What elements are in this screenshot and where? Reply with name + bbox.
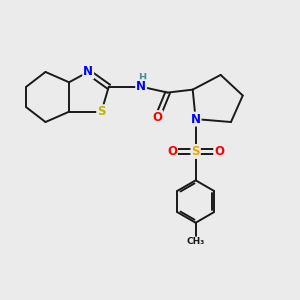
Text: O: O (214, 145, 224, 158)
Text: S: S (191, 145, 200, 158)
Text: N: N (190, 112, 201, 126)
Text: H: H (139, 74, 147, 83)
Text: CH₃: CH₃ (187, 237, 205, 246)
Text: O: O (152, 111, 162, 124)
Text: O: O (167, 145, 177, 158)
Text: N: N (83, 65, 93, 79)
Text: N: N (136, 80, 146, 93)
Text: S: S (97, 105, 106, 118)
